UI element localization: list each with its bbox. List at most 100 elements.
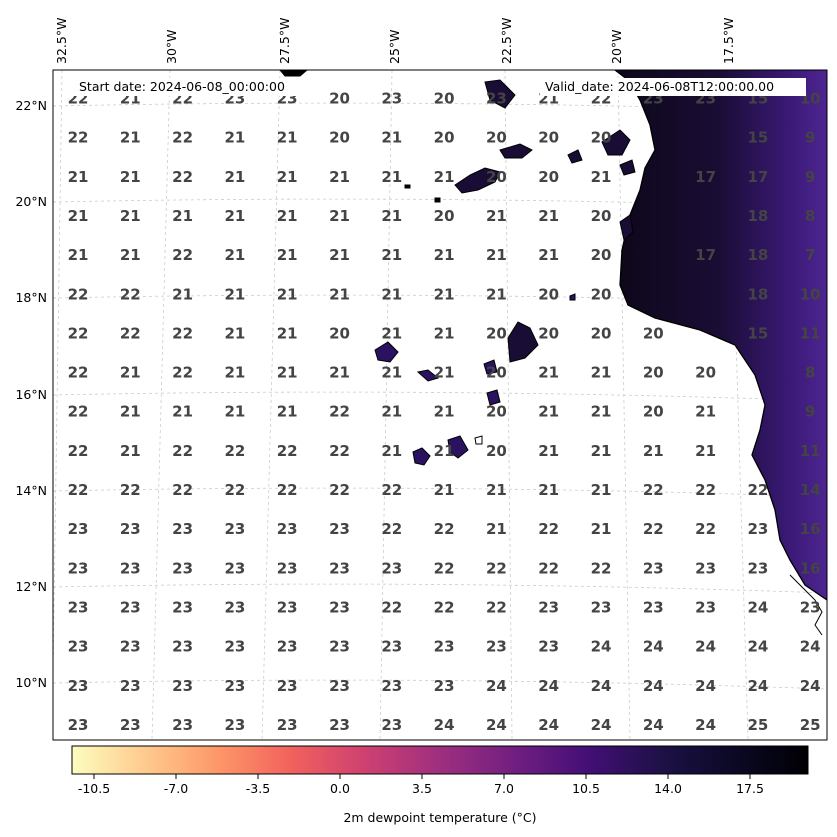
grid-value: 23 (68, 638, 89, 656)
grid-value: 22 (172, 481, 193, 499)
grid-value: 23 (747, 520, 768, 538)
islands (374, 129, 636, 466)
grid-value: 21 (277, 168, 298, 186)
grid-value: 15 (747, 324, 768, 342)
grid-value: 20 (486, 324, 507, 342)
grid-value: 23 (120, 716, 141, 734)
grid-value: 23 (381, 716, 402, 734)
grid-value: 22 (538, 559, 559, 577)
grid-value: 24 (538, 677, 559, 695)
grid-value: 23 (591, 599, 612, 617)
grid-value: 20 (643, 324, 664, 342)
grid-value: 15 (747, 129, 768, 147)
grid-value: 24 (486, 716, 507, 734)
grid-value: 21 (538, 403, 559, 421)
grid-value: 22 (277, 442, 298, 460)
grid-value: 21 (381, 207, 402, 225)
grid-value: 21 (329, 168, 350, 186)
grid-value: 23 (747, 559, 768, 577)
grid-value: 21 (591, 168, 612, 186)
grid-value: 21 (68, 246, 89, 264)
grid-value: 21 (224, 324, 245, 342)
grid-value: 20 (486, 442, 507, 460)
lat-label: 10°N (15, 675, 47, 690)
grid-value: 22 (381, 481, 402, 499)
grid-value: 22 (68, 364, 89, 382)
grid-value: 23 (277, 716, 298, 734)
grid-value: 20 (329, 90, 350, 108)
grid-value: 21 (224, 207, 245, 225)
colorbar-tick-label: -7.0 (164, 781, 188, 796)
grid-value: 14 (800, 481, 821, 499)
valid-date-box: Valid_date: 2024-06-08T12:00:00.00 (540, 78, 806, 96)
lat-label: 18°N (15, 290, 47, 305)
grid-value: 22 (68, 442, 89, 460)
grid-value: 23 (120, 599, 141, 617)
grid-value: 21 (277, 207, 298, 225)
grid-value: 20 (486, 168, 507, 186)
grid-value: 20 (329, 324, 350, 342)
grid-value: 21 (486, 246, 507, 264)
grid-value: 23 (277, 677, 298, 695)
grid-value: 23 (277, 559, 298, 577)
grid-value: 23 (538, 638, 559, 656)
grid-value: 18 (747, 207, 768, 225)
grid-value: 22 (120, 481, 141, 499)
grid-value: 21 (434, 481, 455, 499)
colorbar-tick-labels: -10.5 -7.0 -3.5 0.0 3.5 7.0 10.5 14.0 17… (78, 781, 764, 796)
grid-value: 23 (120, 520, 141, 538)
grid-value: 22 (329, 481, 350, 499)
grid-value: 21 (381, 324, 402, 342)
grid-value: 24 (800, 638, 821, 656)
grid-value: 23 (329, 677, 350, 695)
grid-value: 21 (172, 403, 193, 421)
grid-value: 22 (277, 481, 298, 499)
grid-value: 21 (277, 129, 298, 147)
grid-value: 20 (591, 246, 612, 264)
grid-value: 21 (68, 168, 89, 186)
grid-value: 22 (224, 442, 245, 460)
grid-value: 21 (591, 481, 612, 499)
grid-value: 21 (120, 403, 141, 421)
lat-label: 20°N (15, 194, 47, 209)
grid-value: 20 (538, 168, 559, 186)
grid-value: 8 (805, 207, 815, 225)
grid-value: 21 (381, 168, 402, 186)
grid-value: 22 (643, 481, 664, 499)
grid-value: 21 (277, 324, 298, 342)
grid-value: 21 (486, 207, 507, 225)
grid-value: 21 (120, 364, 141, 382)
grid-value: 23 (381, 638, 402, 656)
grid-value: 24 (747, 599, 768, 617)
grid-value: 22 (172, 324, 193, 342)
grid-value: 20 (591, 129, 612, 147)
valid-date-label: Valid_date: 2024-06-08T12:00:00.00 (545, 79, 774, 94)
lat-label: 16°N (15, 387, 47, 402)
colorbar-label: 2m dewpoint temperature (°C) (343, 810, 536, 825)
lon-label: 32.5°W (54, 18, 69, 64)
grid-value: 20 (486, 129, 507, 147)
grid-value: 21 (381, 129, 402, 147)
grid-value: 20 (434, 207, 455, 225)
grid-value: 22 (695, 481, 716, 499)
grid-value: 21 (538, 246, 559, 264)
grid-value: 22 (120, 324, 141, 342)
grid-value: 17 (695, 246, 716, 264)
grid-value: 21 (277, 403, 298, 421)
grid-value: 20 (434, 90, 455, 108)
grid-value: 23 (172, 716, 193, 734)
grid-value: 23 (68, 559, 89, 577)
grid-value: 20 (486, 364, 507, 382)
land-africa (590, 70, 827, 600)
grid-value: 23 (329, 599, 350, 617)
grid-value: 23 (120, 677, 141, 695)
grid-value: 23 (695, 599, 716, 617)
grid-value: 23 (120, 559, 141, 577)
graticule (53, 70, 827, 740)
grid-value: 22 (172, 246, 193, 264)
longitude-labels: 32.5°W 30°W 27.5°W 25°W 22.5°W 20°W 17.5… (54, 18, 736, 64)
lat-label: 12°N (15, 579, 47, 594)
grid-value: 22 (68, 129, 89, 147)
start-date-box: Start date: 2024-06-08_00:00:00 (66, 78, 308, 96)
lon-label: 30°W (164, 29, 179, 64)
